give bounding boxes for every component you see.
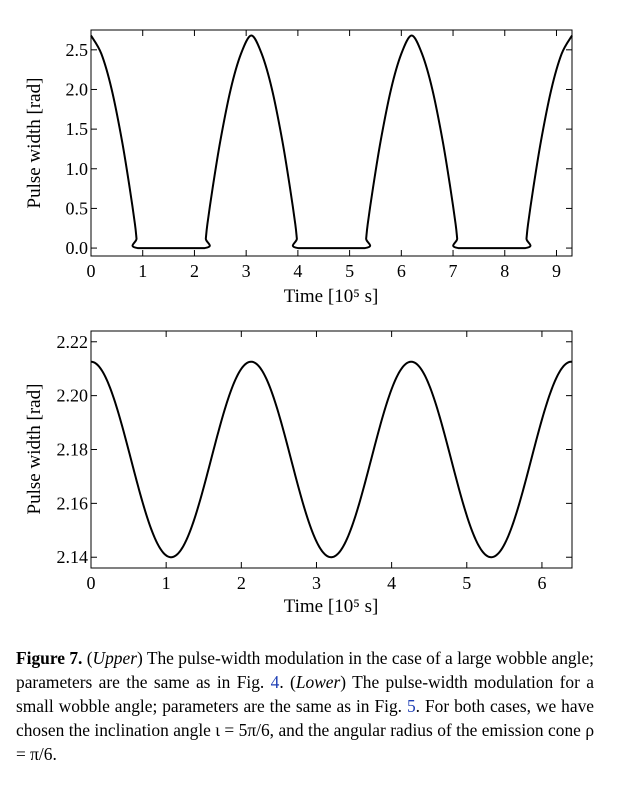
lower-x-tick-label: 5 [462,573,471,593]
lower-y-axis-label: Pulse width [rad] [24,384,45,515]
caption-figure-ref-4[interactable]: 4 [270,672,280,692]
lower-x-tick-label: 4 [387,573,396,593]
upper-x-tick-label: 6 [397,261,406,281]
lower-y-tick-label: 2.14 [57,547,89,567]
upper-x-tick-label: 7 [449,261,458,281]
figure-caption: Figure 7. (Upper) The pulse-width modula… [16,648,594,764]
upper-y-axis-label: Pulse width [rad] [24,78,45,209]
upper-x-tick-label: 9 [552,261,561,281]
upper-plot-frame [90,29,573,257]
caption-text-3: ) The pulse-width modulation for a small… [16,672,594,716]
caption-figure-label: Figure 7. [16,648,83,668]
figure-canvas: 0 1 2 3 4 5 6 7 8 9 0.0 0.5 1.0 1.5 2.0 2.5 Time [10⁵ s… [24,29,573,617]
upper-x-tick-label: 8 [500,261,509,281]
lower-plot-frame [90,330,573,569]
upper-y-tick-label: 2.5 [66,40,89,60]
caption-text-4: . For both cases, we have chosen the inc… [16,696,594,764]
lower-pulse-width-curve [90,360,573,559]
upper-x-tick-label: 2 [190,261,199,281]
upper-x-tick-label: 4 [293,261,302,281]
upper-x-axis-label: Time [10⁵ s] [284,286,379,307]
upper-y-tick-label: 0.0 [66,238,89,258]
caption-figure-ref-5[interactable]: 5 [406,696,416,716]
lower-y-tick-label: 2.18 [57,440,89,460]
upper-chart: 0 1 2 3 4 5 6 7 8 9 0.0 0.5 1.0 1.5 2.0 2.5 Time [10⁵ s… [24,29,573,307]
lower-x-tick-label: 0 [87,573,96,593]
caption-upper-label: Upper [92,648,137,668]
lower-x-axis-label: Time [10⁵ s] [284,596,379,617]
lower-y-tick-label: 2.16 [57,493,89,513]
upper-y-tick-label: 0.5 [66,198,89,218]
upper-y-tick-label: 2.0 [66,79,89,99]
lower-y-tick-label: 2.20 [57,386,89,406]
lower-y-tick-label: 2.22 [57,332,89,352]
upper-ticks: 0 1 2 3 4 5 6 7 8 9 0.0 0.5 1.0 1.5 2.0 2.5 [66,30,572,281]
caption-lower-label: Lower [295,672,341,692]
upper-x-tick-label: 0 [87,261,96,281]
lower-x-tick-label: 2 [237,573,246,593]
upper-y-tick-label: 1.0 [66,159,89,179]
upper-pulse-width-curve [90,34,573,250]
lower-x-tick-label: 3 [312,573,321,593]
upper-x-tick-label: 1 [138,261,147,281]
lower-ticks: 0 1 2 3 4 5 6 2.14 2.16 2.18 2.20 2.22 [57,331,572,593]
lower-x-tick-label: 1 [162,573,171,593]
upper-x-tick-label: 3 [242,261,251,281]
caption-text-2: . ( [279,672,296,692]
upper-y-tick-label: 1.5 [66,119,89,139]
upper-x-tick-label: 5 [345,261,354,281]
lower-x-tick-label: 6 [537,573,546,593]
caption-text-1: The pulse-width modulation in the case o… [16,648,594,692]
lower-chart: 0 1 2 3 4 5 6 2.14 2.16 2.18 2.20 2.22 Time [10⁵ s]… [24,330,573,617]
